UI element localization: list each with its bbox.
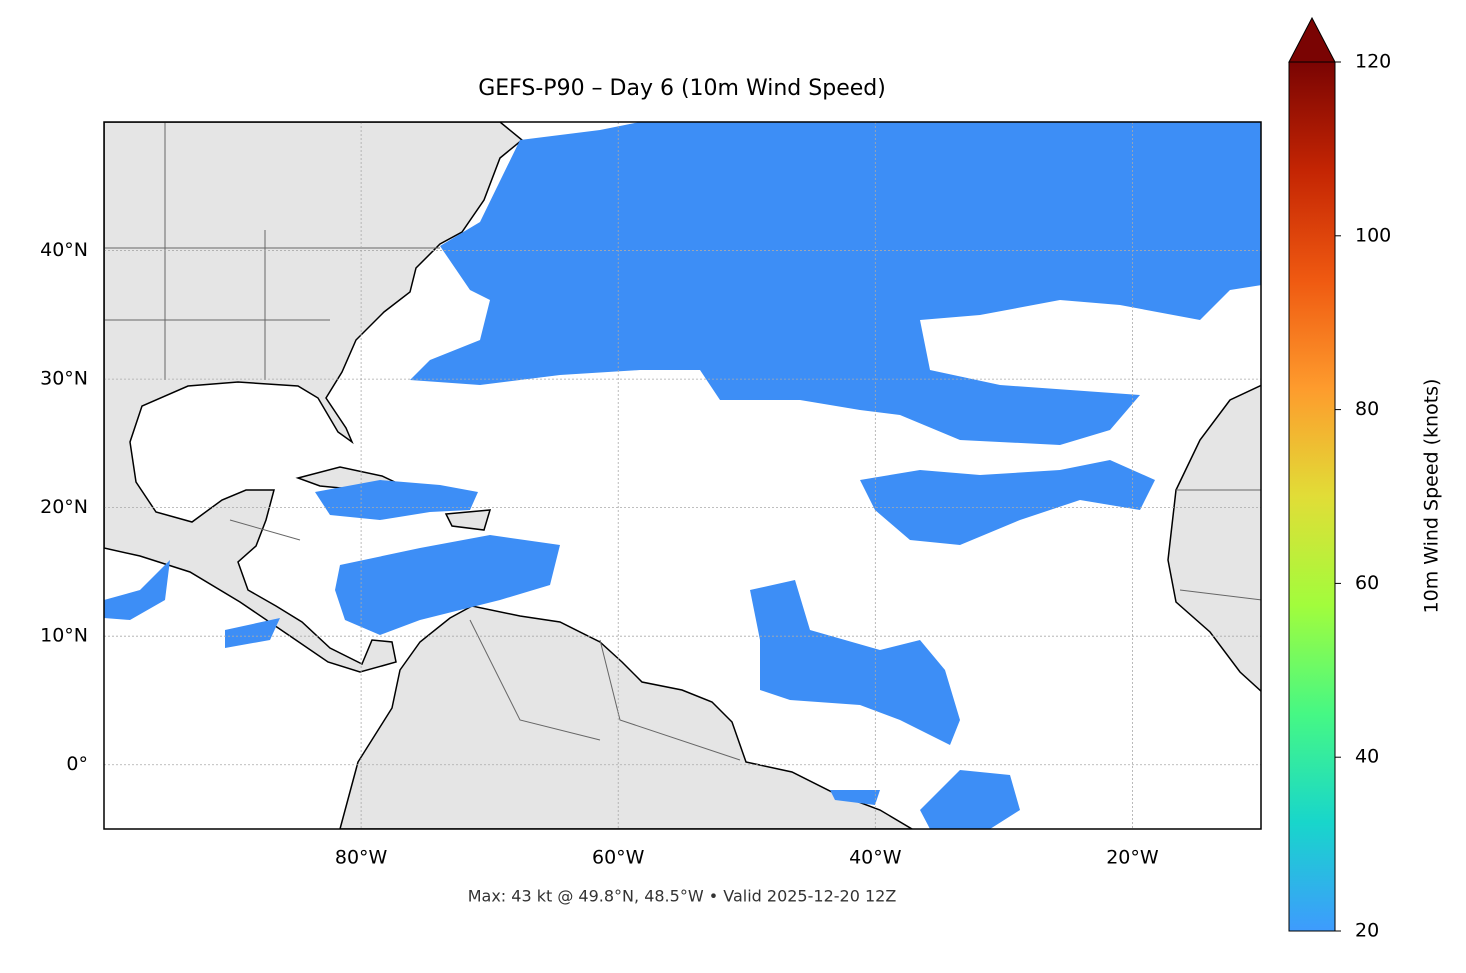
- wind-tropical: [750, 580, 960, 745]
- map-area: [104, 122, 1261, 829]
- africa: [1167, 384, 1261, 693]
- wind-pacific: [104, 560, 280, 648]
- x-tick-label: 60°W: [592, 847, 645, 869]
- map-title: GEFS-P90 – Day 6 (10m Wind Speed): [478, 76, 886, 101]
- colorbar-tick-label: 60: [1355, 572, 1379, 594]
- y-tick-label: 30°N: [40, 368, 88, 390]
- x-tick-label: 80°W: [335, 847, 388, 869]
- y-tick-label: 10°N: [40, 625, 88, 647]
- map-frame: [103, 121, 1262, 830]
- footnote: Max: 43 kt @ 49.8°N, 48.5°W • Valid 2025…: [468, 887, 897, 906]
- colorbar-label: 10m Wind Speed (knots): [1421, 379, 1443, 614]
- south-america: [339, 605, 914, 829]
- wind-north-atlantic: [410, 122, 1261, 445]
- colorbar-tick-label: 120: [1355, 51, 1391, 73]
- hispaniola: [444, 509, 492, 531]
- wind-equator: [830, 770, 1020, 829]
- y-tick-label: 40°N: [40, 239, 88, 261]
- wind-cuba: [315, 480, 478, 520]
- y-tick-label: 20°N: [40, 496, 88, 518]
- x-tick-label: 40°W: [849, 847, 902, 869]
- colorbar-extend: [1288, 16, 1336, 63]
- wind-caribbean: [335, 535, 560, 635]
- x-tick-label: 20°W: [1106, 847, 1159, 869]
- colorbar-tick-label: 100: [1355, 224, 1391, 246]
- wind-central: [860, 460, 1155, 545]
- colorbar: [1288, 61, 1336, 932]
- borders: [104, 122, 1261, 761]
- colorbar-tick-label: 20: [1355, 920, 1379, 942]
- colorbar-tick-label: 80: [1355, 398, 1379, 420]
- y-tick-label: 0°: [66, 753, 88, 775]
- colorbar-tick-label: 40: [1355, 746, 1379, 768]
- north-america: [104, 122, 524, 673]
